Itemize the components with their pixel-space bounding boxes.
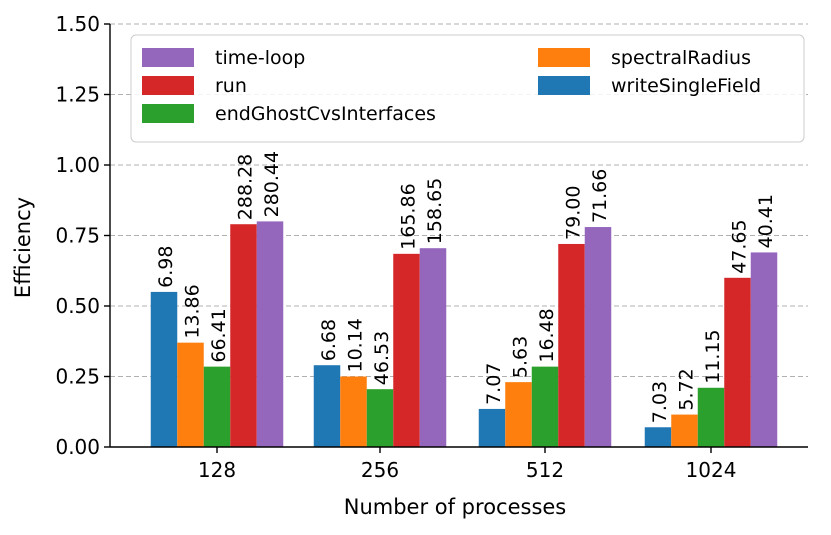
y-tick-label: 1.50: [55, 12, 100, 36]
bar-value-label: 7.07: [483, 363, 505, 405]
legend-swatch-run: [142, 76, 194, 95]
bar-value-label: 158.65: [424, 178, 446, 244]
legend: time-loop run endGhostCvsInterfaces spectra…: [130, 34, 805, 143]
legend-label-spectralRadius: spectralRadius: [611, 47, 751, 69]
y-axis-label: Efficiency: [11, 197, 35, 298]
axes: [104, 23, 808, 453]
y-tick-label: 1.00: [55, 153, 100, 177]
legend-label-run: run: [215, 75, 247, 97]
legend-swatch-time-loop: [142, 48, 194, 67]
legend-swatch-spectralRadius: [538, 48, 590, 67]
bar-writeSingleField-512: [478, 408, 506, 447]
bar-spectralRadius-128: [177, 342, 204, 447]
legend-swatch-endGhostCvsInterfaces: [142, 104, 194, 123]
bar-value-label: 13.86: [182, 284, 204, 338]
bar-endGhostCvsInterfaces-256: [366, 389, 394, 447]
bar-value-label: 40.41: [755, 194, 777, 248]
y-tick-label: 1.25: [55, 83, 100, 107]
bar-value-label: 5.63: [510, 336, 532, 378]
bars: [150, 221, 778, 447]
bar-writeSingleField-128: [150, 291, 178, 447]
bar-endGhostCvsInterfaces-128: [203, 366, 231, 447]
tick-labels: 0.00 0.25 0.50 0.75 1.00 1.25 1.50 128 256 512 102…: [55, 12, 736, 482]
bar-writeSingleField-1024: [644, 427, 672, 447]
legend-label-time-loop: time-loop: [215, 47, 305, 69]
legend-label-writeSingleField: writeSingleField: [611, 75, 761, 97]
bar-value-label: 6.68: [318, 319, 340, 361]
y-tick-label: 0.50: [55, 294, 100, 318]
bar-run-1024: [724, 277, 751, 447]
bar-time-loop-128: [256, 221, 284, 447]
bar-value-label: 288.28: [235, 154, 257, 220]
bar-spectralRadius-256: [340, 376, 367, 447]
bar-value-label: 11.15: [702, 329, 724, 383]
bar-value-label: 10.14: [345, 318, 367, 372]
y-tick-label: 0.75: [55, 224, 100, 248]
bar-time-loop-512: [584, 227, 612, 447]
y-tick-label: 0.00: [55, 435, 100, 459]
x-tick-label: 128: [198, 458, 236, 482]
x-tick-label: 1024: [686, 458, 737, 482]
bar-writeSingleField-256: [313, 365, 341, 447]
bar-time-loop-1024: [750, 252, 778, 447]
bar-spectralRadius-512: [505, 382, 532, 447]
bar-value-label: 71.66: [589, 169, 611, 223]
bar-value-label: 6.98: [155, 246, 177, 288]
bar-value-label: 47.65: [729, 219, 751, 273]
legend-label-endGhostCvsInterfaces: endGhostCvsInterfaces: [215, 103, 436, 125]
bar-run-512: [558, 243, 585, 447]
x-tick-label: 512: [526, 458, 564, 482]
bar-value-label: 79.00: [563, 186, 585, 240]
x-tick-label: 256: [361, 458, 399, 482]
bar-endGhostCvsInterfaces-1024: [697, 387, 725, 447]
bar-value-label: 5.72: [676, 368, 698, 410]
bar-run-128: [230, 224, 257, 447]
bar-value-label: 66.41: [208, 308, 230, 362]
bar-spectralRadius-1024: [671, 414, 698, 447]
legend-box: [130, 34, 805, 143]
legend-swatch-writeSingleField: [538, 76, 590, 95]
bar-value-label: 165.86: [398, 183, 420, 249]
bar-value-label: 46.53: [371, 331, 393, 385]
bar-value-label: 280.44: [261, 151, 283, 217]
bar-value-label: 7.03: [649, 381, 671, 423]
x-axis-label: Number of processes: [344, 495, 567, 519]
y-tick-label: 0.25: [55, 365, 100, 389]
bar-time-loop-256: [419, 248, 447, 447]
bar-value-label: 16.48: [536, 308, 558, 362]
bar-endGhostCvsInterfaces-512: [531, 366, 559, 447]
bar-run-256: [393, 253, 420, 447]
